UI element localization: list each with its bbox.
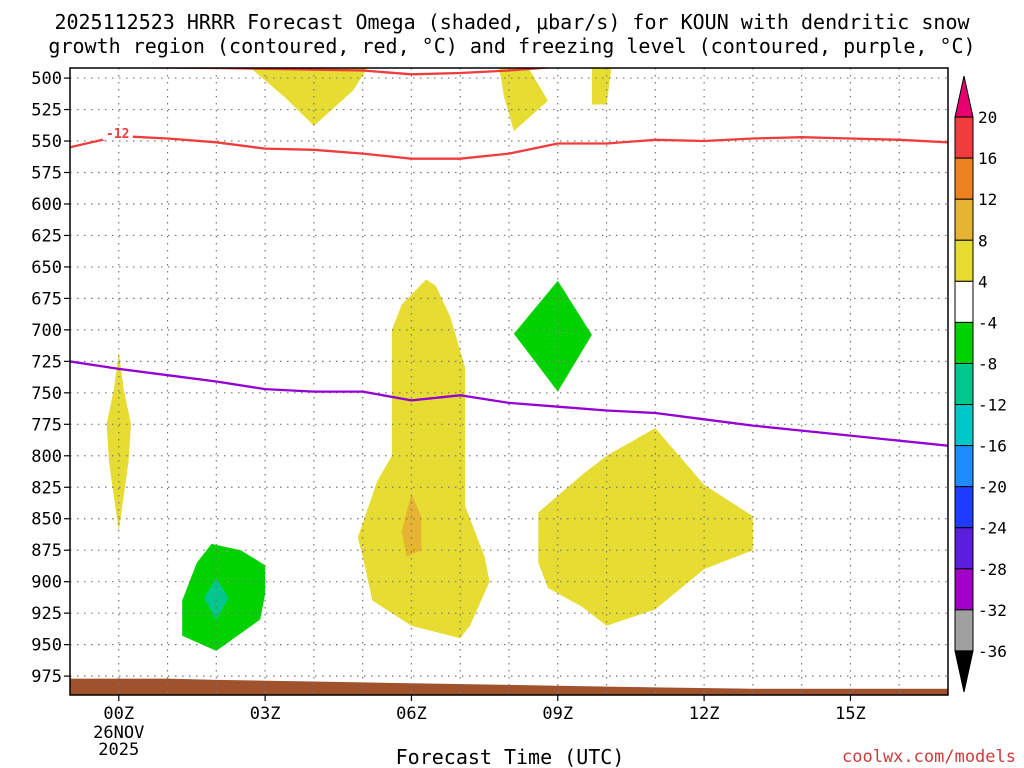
colorbar-label: 8	[978, 231, 988, 250]
colorbar-label: -4	[978, 313, 997, 332]
y-tick-label: 575	[31, 164, 62, 184]
x-tick-label: 06Z	[396, 704, 427, 724]
y-tick-label: 625	[31, 226, 62, 246]
colorbar-label: -28	[978, 560, 1007, 579]
y-axis: 500 525 550 575 600 625 650 675 700 725 750 775 800 8…	[31, 69, 70, 687]
colorbar-bin	[954, 568, 974, 611]
colorbar-bin	[954, 116, 974, 159]
chart-title: 2025112523 HRRR Forecast Omega (shaded, …	[48, 10, 975, 58]
y-tick-label: 525	[31, 101, 62, 121]
colorbar-bin	[954, 321, 974, 364]
colorbar-label: 16	[978, 149, 997, 168]
colorbar-bin	[954, 650, 974, 693]
y-tick-label: 750	[31, 384, 62, 404]
upward-motion-4-8-region-1	[250, 68, 368, 126]
y-tick-label: 925	[31, 604, 62, 624]
x-tick-label: 09Z	[542, 704, 573, 724]
colorbar-label: 12	[978, 190, 997, 209]
y-tick-label: 650	[31, 258, 62, 278]
dendritic-growth-lower-contour	[70, 134, 948, 160]
colorbar-bin	[954, 445, 974, 488]
downward-motion-green-region-8	[513, 280, 592, 392]
colorbar-bin	[954, 239, 974, 282]
colorbar-label: -20	[978, 478, 1007, 497]
colorbar-bin	[954, 609, 974, 652]
upward-motion-4-8-region-4	[106, 352, 131, 532]
freezing-level-contour	[70, 360, 948, 447]
colorbar-bin	[954, 404, 974, 447]
x-tick-label: 12Z	[689, 704, 720, 724]
y-tick-label: 550	[31, 132, 62, 152]
colorbar-label: -36	[978, 642, 1007, 661]
x-axis-label: Forecast Time (UTC)	[396, 745, 625, 768]
y-tick-label: 700	[31, 321, 62, 341]
y-tick-label: 850	[31, 510, 62, 530]
x-tick-date: 26NOV	[93, 723, 144, 743]
credit-text: coolwx.com/models	[842, 747, 1016, 767]
x-tick-label: 15Z	[835, 704, 866, 724]
terrain-layer	[70, 678, 948, 695]
y-tick-label: 975	[31, 667, 62, 687]
y-tick-label: 950	[31, 636, 62, 656]
y-tick-label: 800	[31, 447, 62, 467]
colorbar-bin	[954, 280, 974, 323]
colorbar-bin	[954, 527, 974, 570]
colorbar-bin	[954, 486, 974, 529]
x-tick-year: 2025	[98, 740, 139, 760]
upward-motion-4-8-region-5	[357, 279, 490, 639]
colorbar-bin	[954, 75, 974, 118]
colorbar-label: -16	[978, 437, 1007, 456]
y-tick-label: 725	[31, 352, 62, 372]
y-tick-label: 825	[31, 478, 62, 498]
y-tick-label: 600	[31, 195, 62, 215]
colorbar-bin	[954, 198, 974, 241]
y-tick-label: 875	[31, 541, 62, 561]
x-tick-label: 00Z	[103, 704, 134, 724]
colorbar-label: -8	[978, 354, 997, 373]
plot-frame	[69, 67, 949, 696]
colorbar: 20 16 12 8 4 -4 -8 -12 -16 -20 -24 -28 -32 -36	[954, 75, 1007, 693]
upward-motion-8-12-region-6	[401, 493, 422, 557]
colorbar-label: -32	[978, 601, 1007, 620]
colorbar-label: -12	[978, 396, 1007, 415]
x-tick-label: 03Z	[250, 704, 281, 724]
colorbar-bin	[954, 157, 974, 200]
y-tick-label: 900	[31, 573, 62, 593]
colorbar-label: 4	[978, 272, 988, 291]
chart-title-line-1: 2025112523 HRRR Forecast Omega (shaded, …	[54, 10, 970, 34]
omega-shaded-regions	[106, 68, 753, 651]
upward-motion-4-8-region-3	[591, 68, 612, 105]
dendritic-growth-upper-contour	[86, 68, 556, 76]
terrain-ground	[70, 678, 948, 695]
y-tick-label: 500	[31, 69, 62, 89]
dendritic-growth-lower-label-bg	[102, 125, 133, 140]
dendritic-growth-lower-label: -12	[106, 127, 129, 142]
y-tick-label: 675	[31, 289, 62, 309]
y-tick-label: 775	[31, 415, 62, 435]
colorbar-label: 20	[978, 108, 997, 127]
contour-layer: -12	[70, 68, 948, 447]
chart-title-line-2: growth region (contoured, red, °C) and f…	[48, 34, 975, 58]
upward-motion-4-8-region-7	[538, 428, 753, 626]
downward-motion-teal-region-10	[204, 577, 229, 620]
colorbar-bin	[954, 362, 974, 406]
upward-motion-4-8-region-2	[499, 68, 548, 131]
colorbar-label: -24	[978, 519, 1007, 538]
